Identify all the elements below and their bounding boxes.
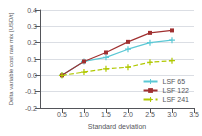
svg-text:LSF 122: LSF 122 bbox=[163, 87, 190, 94]
svg-text:0.0: 0.0 bbox=[27, 72, 37, 79]
svg-text:-0.2: -0.2 bbox=[25, 105, 37, 112]
svg-text:Delta variable cost raw mix [U: Delta variable cost raw mix [USD/t] bbox=[8, 12, 14, 105]
svg-text:1.0: 1.0 bbox=[79, 111, 89, 118]
svg-text:0.2: 0.2 bbox=[27, 39, 37, 46]
svg-text:2.5: 2.5 bbox=[145, 111, 155, 118]
svg-text:0.4: 0.4 bbox=[27, 7, 37, 14]
svg-text:0.3: 0.3 bbox=[27, 23, 37, 30]
svg-text:LSF 65: LSF 65 bbox=[163, 78, 186, 85]
svg-text:1.5: 1.5 bbox=[101, 111, 111, 118]
svg-text:LSF 241: LSF 241 bbox=[163, 96, 190, 103]
svg-text:3.0: 3.0 bbox=[167, 111, 177, 118]
svg-text:0.1: 0.1 bbox=[27, 56, 37, 63]
svg-text:Standard deviation: Standard deviation bbox=[88, 123, 146, 130]
svg-text:-0.1: -0.1 bbox=[25, 88, 37, 95]
svg-text:3.5: 3.5 bbox=[189, 111, 199, 118]
svg-text:0.5: 0.5 bbox=[57, 111, 67, 118]
svg-text:2.0: 2.0 bbox=[123, 111, 133, 118]
